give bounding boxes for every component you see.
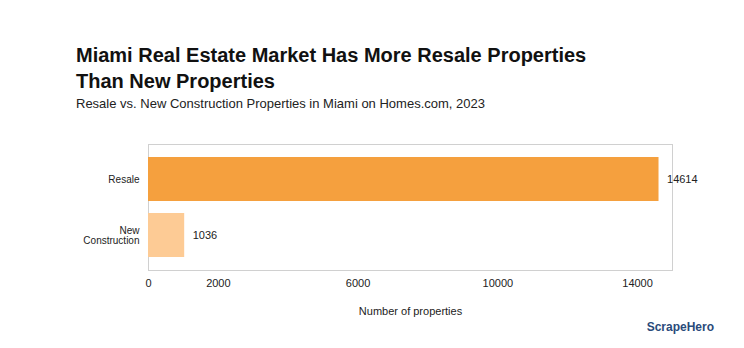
html-text:ScrapeHero: ScrapeHero <box>646 320 714 334</box>
svg-text:6000: 6000 <box>346 277 370 289</box>
svg-text:2000: 2000 <box>206 277 230 289</box>
svg-text:1036: 1036 <box>193 229 217 241</box>
html-text:Resale vs. New Construction Pr: Resale vs. New Construction Properties i… <box>76 96 485 111</box>
svg-text:Number of properties: Number of properties <box>359 305 463 317</box>
svg-text:14614: 14614 <box>667 173 698 185</box>
svg-text:10000: 10000 <box>483 277 514 289</box>
html-text:Miami Real Estate Market Has M: Miami Real Estate Market Has More Resale… <box>76 44 587 92</box>
svg-text:Resale: Resale <box>108 174 140 185</box>
svg-text:NewConstruction: NewConstruction <box>83 225 140 246</box>
svg-text:0: 0 <box>145 277 151 289</box>
svg-text:14000: 14000 <box>622 277 653 289</box>
